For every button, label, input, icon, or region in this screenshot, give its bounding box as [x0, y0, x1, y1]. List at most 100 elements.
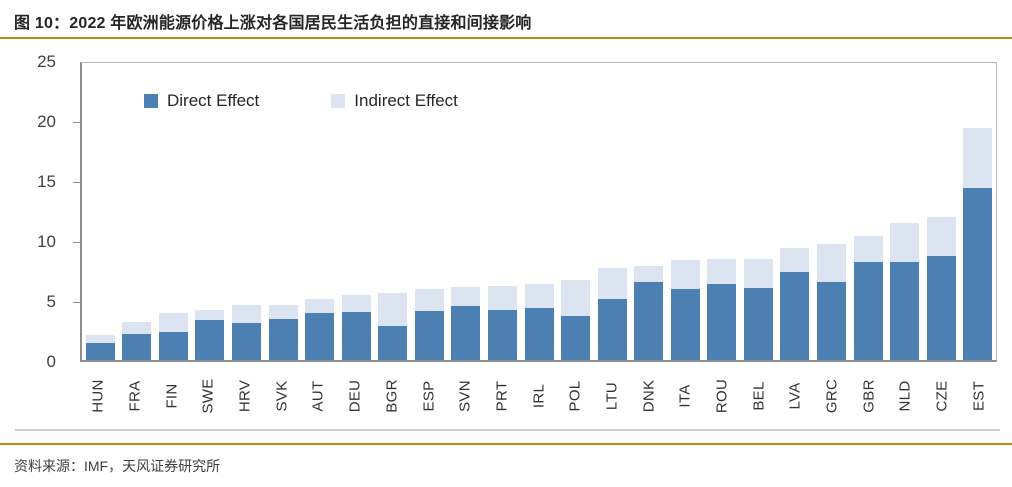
bar-indirect-segment [670, 260, 700, 290]
bar-direct-segment [195, 320, 225, 360]
indirect-effect-label: Indirect Effect [354, 91, 458, 110]
bar-indirect-segment [378, 292, 408, 327]
bar-direct-segment [926, 255, 956, 360]
x-axis-label-bgr: BGR [374, 364, 411, 428]
x-axis-label-irl: IRL [520, 364, 557, 428]
bar-stack [122, 321, 152, 360]
bar-stack [743, 259, 773, 360]
bar-group-gbr [850, 236, 887, 360]
x-axis-label-svk: SVK [263, 364, 300, 428]
x-axis-label-fra: FRA [117, 364, 154, 428]
bar-group-esp [411, 289, 448, 360]
bar-group-irl [521, 284, 558, 360]
bar-indirect-segment [707, 259, 737, 285]
bar-indirect-segment [85, 334, 115, 344]
x-axis-label-dnk: DNK [630, 364, 667, 428]
x-axis-label-svn: SVN [447, 364, 484, 428]
bar-stack [158, 313, 188, 360]
bar-direct-segment [487, 309, 517, 360]
bar-direct-segment [890, 261, 920, 360]
footer-divider-line [0, 443, 1012, 445]
bar-group-hun [82, 334, 119, 360]
title-divider-line [0, 37, 1012, 39]
x-axis-label-text: EST [970, 380, 988, 412]
y-axis-tick-mark [73, 122, 80, 123]
x-axis-label-text: SWE [199, 378, 217, 414]
x-axis-label-text: BEL [750, 381, 768, 411]
plot-area: Direct Effect Indirect Effect [80, 62, 997, 362]
bar-group-fin [155, 313, 192, 360]
bar-direct-segment [268, 319, 298, 360]
bar-indirect-segment [305, 298, 335, 314]
bar-direct-segment [85, 343, 115, 360]
x-axis-label-text: NLD [896, 380, 914, 412]
bar-stack [817, 243, 847, 360]
x-axis-label-text: SVN [456, 380, 474, 412]
x-axis-label-text: LVA [786, 382, 804, 410]
x-axis-label-rou: ROU [704, 364, 741, 428]
bar-group-pol [557, 279, 594, 360]
bar-group-nld [886, 223, 923, 360]
bar-direct-segment [817, 282, 847, 360]
bar-indirect-segment [780, 248, 810, 273]
bar-direct-segment [597, 298, 627, 360]
x-axis-label-text: HRV [236, 379, 254, 413]
x-axis-label-text: ROU [713, 378, 731, 414]
x-axis-label-deu: DEU [337, 364, 374, 428]
bar-direct-segment [963, 188, 993, 360]
figure-title: 图 10：2022 年欧洲能源价格上涨对各国居民生活负担的直接和间接影响 [14, 15, 532, 32]
x-axis-label-text: DNK [640, 379, 658, 413]
bar-group-deu [338, 295, 375, 360]
bar-indirect-segment [524, 284, 554, 309]
x-axis-label-hrv: HRV [227, 364, 264, 428]
bar-group-fra [119, 321, 156, 360]
bar-direct-segment [378, 326, 408, 360]
x-axis-label-text: FRA [126, 380, 144, 412]
bar-direct-segment [414, 310, 444, 360]
x-axis-label-pol: POL [557, 364, 594, 428]
x-axis-label-text: ITA [676, 384, 694, 408]
x-axis-label-ltu: LTU [594, 364, 631, 428]
bar-indirect-segment [341, 295, 371, 312]
bar-stack [890, 223, 920, 360]
x-axis-label-cze: CZE [924, 364, 961, 428]
x-axis-label-esp: ESP [410, 364, 447, 428]
bar-group-ita [667, 260, 704, 360]
bar-stack [670, 260, 700, 360]
bar-group-grc [813, 243, 850, 360]
x-axis-label-text: GBR [860, 379, 878, 413]
y-axis-tick-label-20: 20 [37, 112, 56, 131]
bar-direct-segment [707, 284, 737, 360]
bar-stack [597, 267, 627, 360]
bar-group-svn [448, 286, 485, 360]
x-axis-label-text: POL [566, 380, 584, 412]
bars-container [82, 63, 996, 360]
x-axis-label-text: IRL [530, 383, 548, 409]
x-axis-label-lva: LVA [777, 364, 814, 428]
bar-direct-segment [743, 288, 773, 360]
bar-indirect-segment [597, 267, 627, 299]
y-axis-tick-mark [73, 302, 80, 303]
bar-stack [780, 248, 810, 360]
bar-group-ltu [594, 267, 631, 360]
bar-stack [963, 128, 993, 360]
y-axis-tick-label-25: 25 [37, 52, 56, 71]
bar-indirect-segment [122, 321, 152, 334]
x-axis-label-text: HUN [89, 379, 107, 413]
x-axis-labels: HUN FRA FIN SWE HRV SVK AUT DEU BGR ESP SVN PRT IRL P… [80, 364, 997, 428]
bar-group-swe [192, 309, 229, 360]
bar-group-cze [923, 217, 960, 360]
x-axis-label-text: GRC [823, 378, 841, 414]
bar-stack [926, 217, 956, 360]
x-axis-label-text: SVK [273, 380, 291, 412]
bar-indirect-segment [414, 289, 444, 311]
figure-bottom-border [15, 429, 1000, 431]
bar-stack [487, 285, 517, 360]
bar-indirect-segment [817, 243, 847, 282]
bar-stack [561, 279, 591, 360]
bar-group-lva [777, 248, 814, 360]
x-axis-label-ita: ITA [667, 364, 704, 428]
bar-indirect-segment [487, 285, 517, 310]
bar-group-svk [265, 304, 302, 360]
bar-stack [524, 284, 554, 360]
